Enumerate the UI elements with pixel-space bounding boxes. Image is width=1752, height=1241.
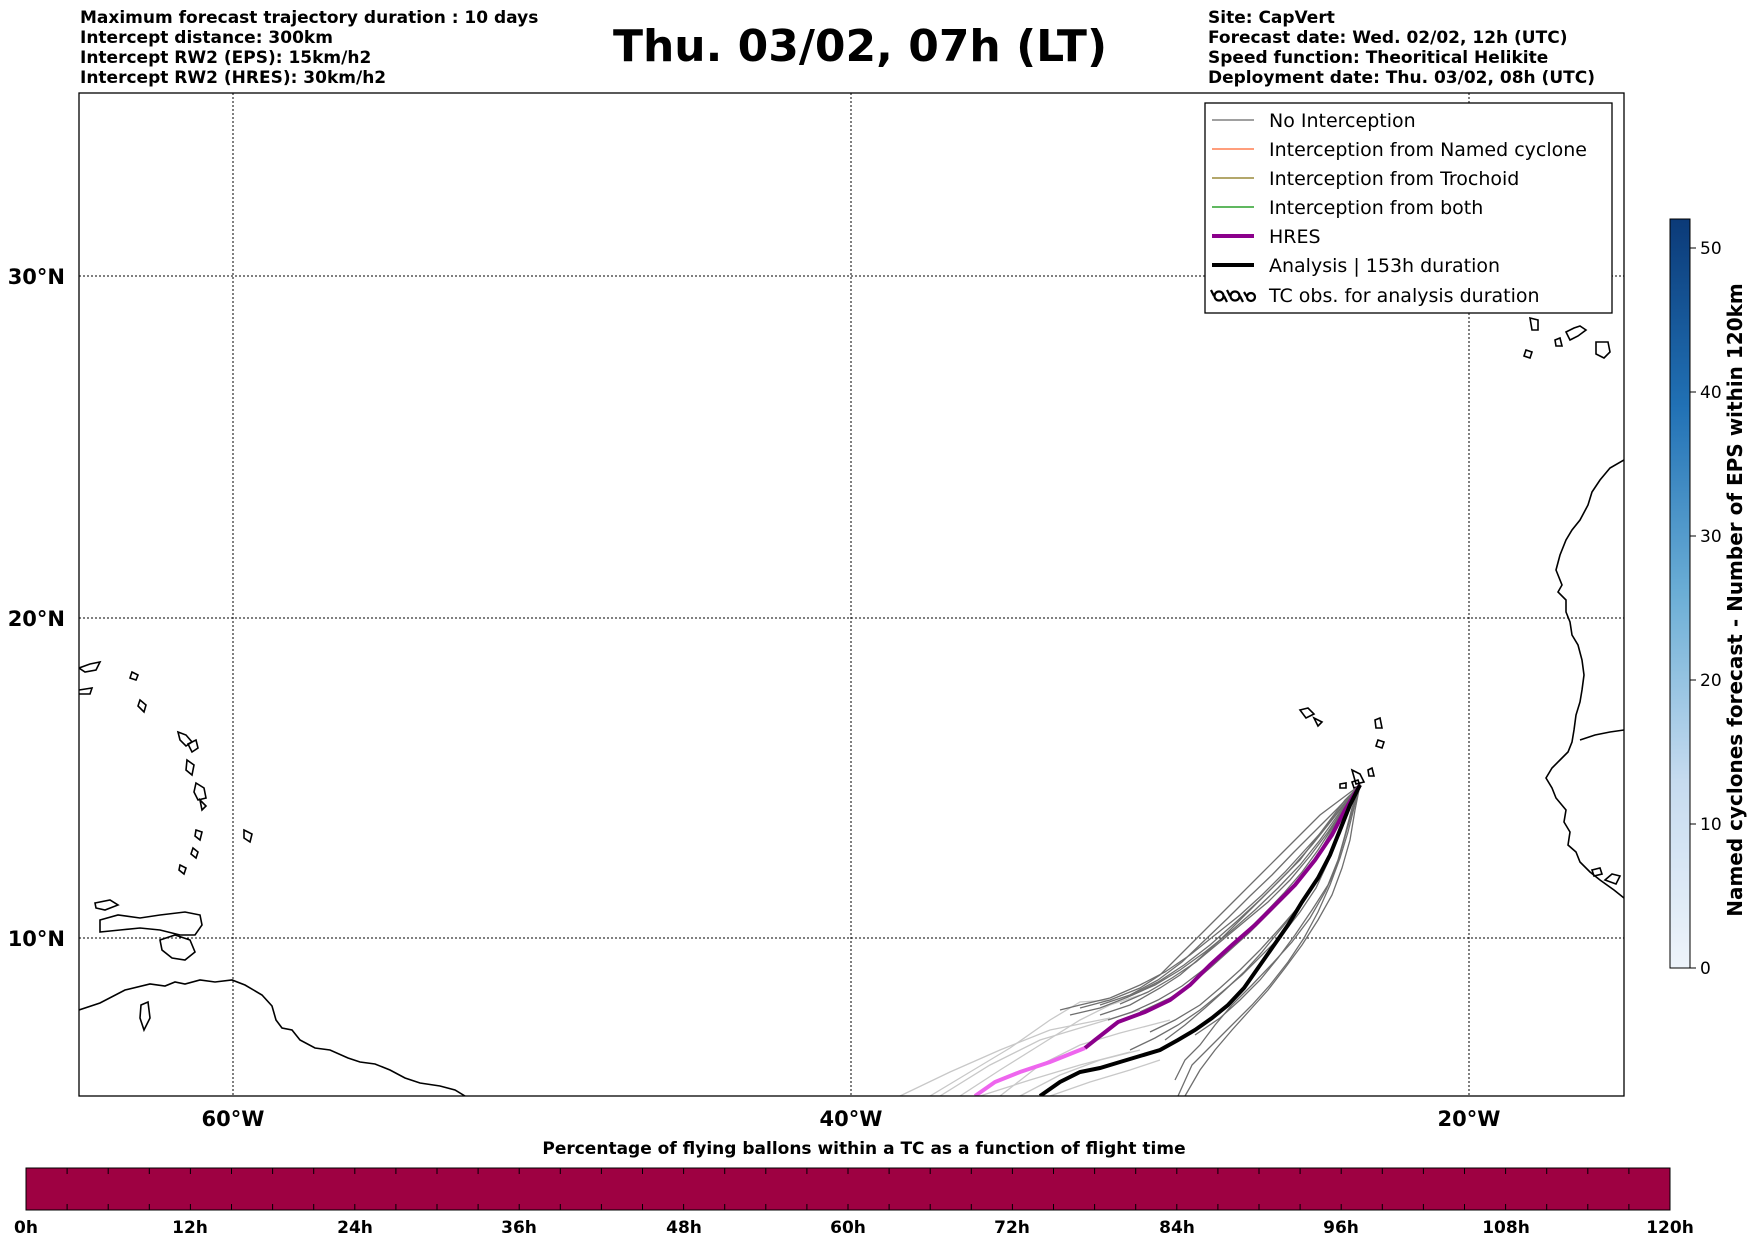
cape-verde-islands: [1298, 707, 1316, 720]
site-info: Site: CapVert Forecast date: Wed. 02/02,…: [1208, 8, 1595, 88]
legend-label: HRES: [1269, 226, 1321, 248]
analysis-trajectory: [1038, 784, 1362, 1096]
colorbar-tick: 30: [1700, 527, 1722, 547]
south-america-coast: [79, 979, 466, 1096]
graticule: [79, 93, 1624, 1096]
coastlines: [79, 316, 1624, 1096]
colorbar-right-label: Named cyclones forecast - Number of EPS …: [1723, 283, 1747, 917]
lon-label: 20°W: [1438, 1107, 1501, 1131]
legend-label: Interception from Named cyclone: [1269, 139, 1587, 161]
legend-label: Interception from Trochoid: [1269, 168, 1519, 190]
site-text: Site: CapVert: [1208, 8, 1335, 28]
legend: No Interception Interception from Named …: [1204, 102, 1613, 314]
colorbar-bottom-title: Percentage of flying ballons within a TC…: [542, 1139, 1185, 1159]
lat-label: 20°N: [8, 607, 65, 631]
trinidad-coast: [159, 934, 196, 961]
time-tick: 24h: [337, 1218, 373, 1238]
page-title: Thu. 03/02, 07h (LT): [612, 21, 1108, 72]
forecast-date-text: Forecast date: Wed. 02/02, 12h (UTC): [1208, 28, 1568, 48]
legend-label: Analysis | 153h duration: [1269, 255, 1500, 277]
colorbar-tick: 10: [1700, 815, 1722, 835]
deployment-date-text: Deployment date: Thu. 03/02, 08h (UTC): [1208, 68, 1595, 88]
time-tick: 84h: [1159, 1218, 1195, 1238]
map-area: 30°N 20°N 10°N 60°W 40°W 20°W No Interce…: [8, 92, 1625, 1131]
legend-label: Interception from both: [1269, 197, 1483, 219]
time-tick: 72h: [994, 1218, 1030, 1238]
colorbar-tick: 20: [1700, 671, 1722, 691]
map-frame: [78, 92, 1625, 1097]
time-tick: 48h: [666, 1218, 702, 1238]
colorbar-tick: 50: [1700, 239, 1722, 259]
trajectories: [899, 783, 1362, 1096]
time-tick: 120h: [1646, 1218, 1694, 1238]
intercept-hres-text: Intercept RW2 (HRES): 30km/h2: [80, 68, 387, 88]
intercept-eps-text: Intercept RW2 (EPS): 15km/h2: [80, 48, 372, 68]
speed-function-text: Speed function: Theoritical Helikite: [1208, 48, 1549, 68]
lon-label: 60°W: [202, 1107, 265, 1131]
colorbar-bottom-bar: [25, 1167, 1671, 1211]
eps-trajectories-early: [899, 994, 1171, 1096]
hres-trajectory: [1083, 783, 1362, 1050]
lat-label: 10°N: [8, 927, 65, 951]
intercept-distance-text: Intercept distance: 300km: [80, 28, 333, 48]
forecast-parameters: Maximum forecast trajectory duration : 1…: [80, 8, 538, 88]
colorbar-tick: 40: [1700, 383, 1722, 403]
lat-label: 30°N: [8, 265, 65, 289]
colorbar-bottom-minor-ticks: [66, 1168, 1630, 1210]
hres-trajectory-early: [973, 1046, 1086, 1096]
axis-labels: 30°N 20°N 10°N 60°W 40°W 20°W: [8, 265, 1501, 1131]
lon-label: 40°W: [820, 1107, 883, 1131]
time-tick: 60h: [830, 1218, 866, 1238]
cyclone-symbols-icon: [1210, 289, 1257, 303]
legend-label: TC obs. for analysis duration: [1268, 285, 1540, 307]
colorbar-tick: 0: [1700, 959, 1711, 979]
colorbar-right: 0 10 20 30 40 50 Named cyclones forecast…: [1669, 218, 1747, 979]
time-tick: 108h: [1482, 1218, 1530, 1238]
max-duration-text: Maximum forecast trajectory duration : 1…: [80, 8, 539, 28]
time-tick: 36h: [501, 1218, 537, 1238]
time-tick: 0h: [14, 1218, 38, 1238]
africa-coast: [1545, 459, 1624, 899]
legend-label: No Interception: [1269, 110, 1416, 132]
time-tick: 96h: [1323, 1218, 1359, 1238]
colorbar-bottom: Percentage of flying ballons within a TC…: [14, 1139, 1694, 1238]
colorbar-right-ticks: [1690, 247, 1696, 969]
time-tick: 12h: [172, 1218, 208, 1238]
